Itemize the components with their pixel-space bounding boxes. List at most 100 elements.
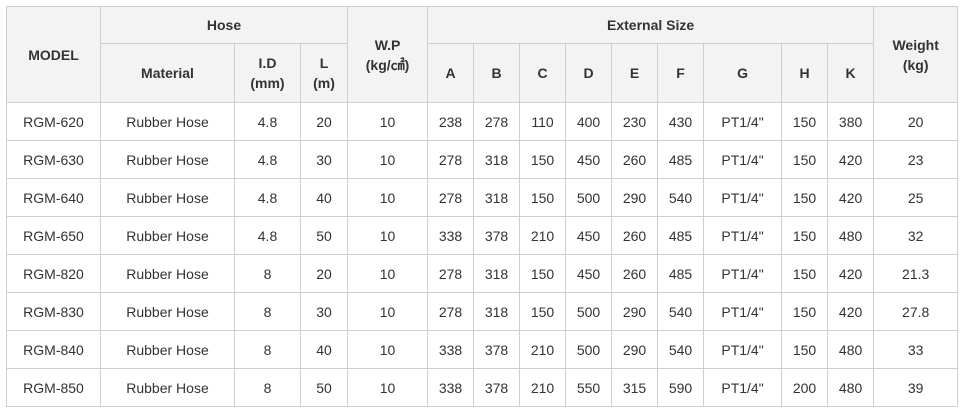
cell-material: Rubber Hose (100, 140, 235, 179)
cell-wp: 10 (347, 140, 429, 179)
table-body: RGM-620 Rubber Hose 4.8 20 10 238 278 110 400 230… (6, 102, 959, 407)
cell-e: 260 (611, 140, 659, 179)
header-row-1: MODEL Hose W.P (kg/㎠) External Size Weig… (6, 6, 959, 103)
cell-f: 540 (657, 178, 705, 217)
header-wp-unit: (kg/㎠) (365, 56, 410, 73)
cell-wp: 10 (347, 254, 429, 293)
cell-material: Rubber Hose (100, 216, 235, 255)
cell-k: 420 (827, 140, 875, 179)
cell-model: RGM-640 (6, 178, 101, 217)
table-header: MODEL Hose W.P (kg/㎠) External Size Weig… (6, 6, 959, 103)
cell-e: 230 (611, 102, 659, 141)
cell-a: 238 (427, 102, 475, 141)
cell-k: 420 (827, 292, 875, 331)
cell-model: RGM-830 (6, 292, 101, 331)
cell-l: 50 (299, 216, 349, 255)
cell-wp: 10 (347, 102, 429, 141)
cell-model: RGM-820 (6, 254, 101, 293)
header-col-f: F (657, 43, 705, 103)
cell-id: 4.8 (234, 102, 301, 141)
cell-weight: 39 (873, 368, 959, 407)
header-wp-label: W.P (374, 36, 401, 53)
cell-e: 260 (611, 254, 659, 293)
table-row: RGM-840 Rubber Hose 8 40 10 338 378 210 500 290 54… (6, 330, 959, 369)
cell-h: 150 (781, 178, 829, 217)
spec-table: MODEL Hose W.P (kg/㎠) External Size Weig… (6, 6, 959, 407)
cell-c: 210 (519, 368, 567, 407)
cell-h: 150 (781, 140, 829, 179)
cell-f: 430 (657, 102, 705, 141)
cell-weight: 27.8 (873, 292, 959, 331)
header-material: Material (100, 43, 235, 103)
cell-k: 420 (827, 254, 875, 293)
cell-b: 318 (473, 254, 521, 293)
cell-g: PT1/4" (703, 102, 783, 141)
cell-h: 150 (781, 330, 829, 369)
cell-h: 150 (781, 254, 829, 293)
header-l: L (m) (299, 43, 349, 103)
cell-b: 278 (473, 102, 521, 141)
cell-weight: 33 (873, 330, 959, 369)
cell-h: 200 (781, 368, 829, 407)
cell-id: 8 (234, 292, 301, 331)
cell-g: PT1/4" (703, 140, 783, 179)
cell-g: PT1/4" (703, 330, 783, 369)
cell-k: 480 (827, 330, 875, 369)
header-hose: Hose (99, 6, 349, 44)
cell-material: Rubber Hose (100, 254, 235, 293)
cell-a: 338 (427, 330, 475, 369)
cell-h: 150 (781, 216, 829, 255)
table-row: RGM-820 Rubber Hose 8 20 10 278 318 150 450 260 48… (6, 254, 959, 293)
header-col-g: G (703, 43, 783, 103)
cell-wp: 10 (347, 178, 429, 217)
header-l-label: L (319, 55, 329, 71)
cell-d: 500 (565, 292, 613, 331)
header-id: I.D (mm) (234, 43, 301, 103)
cell-b: 318 (473, 140, 521, 179)
cell-h: 150 (781, 292, 829, 331)
cell-id: 4.8 (234, 140, 301, 179)
cell-d: 450 (565, 216, 613, 255)
header-col-a: A (427, 43, 475, 103)
cell-id: 8 (234, 330, 301, 369)
cell-weight: 25 (873, 178, 959, 217)
cell-f: 485 (657, 216, 705, 255)
cell-a: 278 (427, 254, 475, 293)
cell-weight: 21.3 (873, 254, 959, 293)
cell-l: 30 (299, 140, 349, 179)
cell-material: Rubber Hose (100, 102, 235, 141)
cell-b: 318 (473, 292, 521, 331)
cell-id: 8 (234, 254, 301, 293)
cell-model: RGM-630 (6, 140, 101, 179)
cell-d: 400 (565, 102, 613, 141)
cell-f: 485 (657, 140, 705, 179)
cell-material: Rubber Hose (100, 292, 235, 331)
cell-b: 378 (473, 216, 521, 255)
header-model: MODEL (6, 6, 101, 103)
cell-wp: 10 (347, 330, 429, 369)
cell-g: PT1/4" (703, 368, 783, 407)
cell-d: 550 (565, 368, 613, 407)
cell-model: RGM-650 (6, 216, 101, 255)
header-weight-unit: (kg) (902, 56, 929, 73)
header-col-d: D (565, 43, 613, 103)
cell-h: 150 (781, 102, 829, 141)
cell-b: 378 (473, 368, 521, 407)
cell-a: 278 (427, 178, 475, 217)
cell-l: 20 (299, 102, 349, 141)
cell-k: 480 (827, 368, 875, 407)
cell-g: PT1/4" (703, 292, 783, 331)
header-row-2: Material I.D (mm) L (m) A B C D E F G H … (7, 43, 958, 103)
cell-b: 378 (473, 330, 521, 369)
header-col-b: B (473, 43, 521, 103)
cell-e: 315 (611, 368, 659, 407)
header-col-e: E (611, 43, 659, 103)
cell-c: 210 (519, 330, 567, 369)
cell-f: 590 (657, 368, 705, 407)
cell-l: 20 (299, 254, 349, 293)
cell-c: 110 (519, 102, 567, 141)
cell-a: 278 (427, 140, 475, 179)
cell-g: PT1/4" (703, 254, 783, 293)
header-weight: Weight (kg) (873, 6, 959, 103)
cell-l: 40 (299, 330, 349, 369)
